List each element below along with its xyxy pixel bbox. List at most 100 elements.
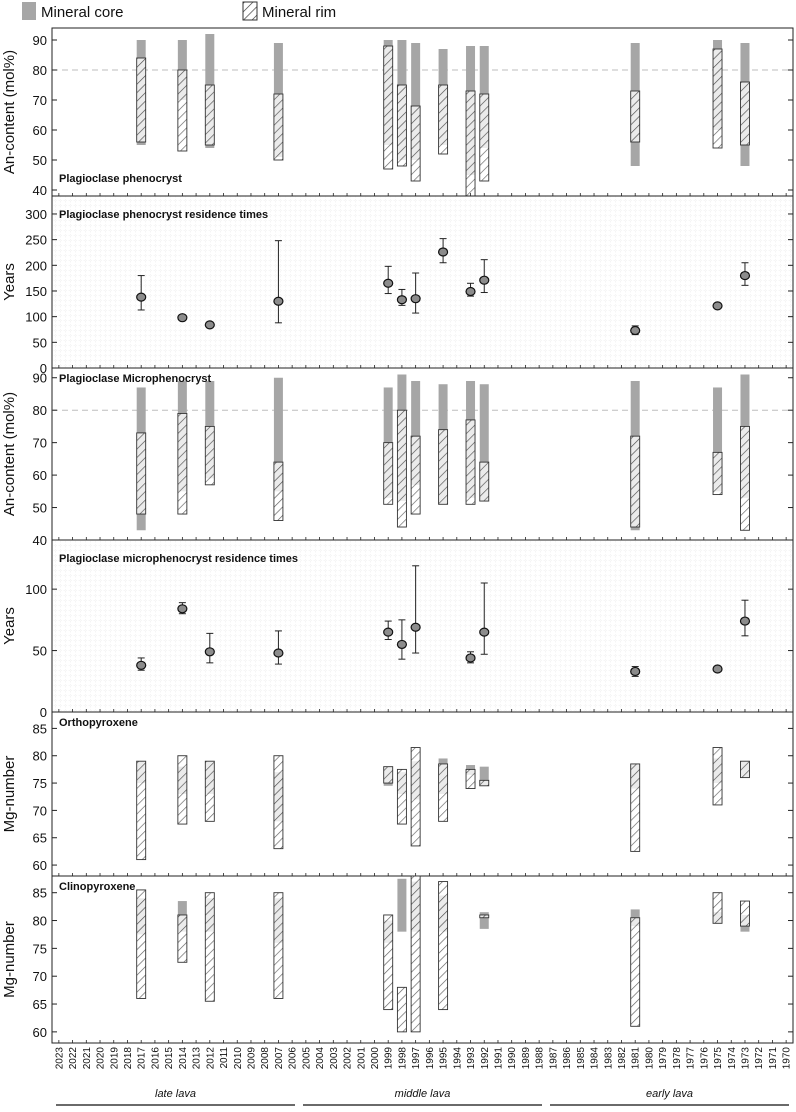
xtick-label: 1998 xyxy=(397,1047,408,1070)
rim-bar xyxy=(740,81,750,146)
xtick-label: 1996 xyxy=(425,1047,436,1070)
xtick-label: 1989 xyxy=(521,1047,532,1070)
xtick-label: 2023 xyxy=(54,1047,65,1070)
x-axis: 2023 2022 2021 2020 2019 2018 2017 2016 2015 2014… xyxy=(54,1047,793,1106)
y-axis-label: Years xyxy=(1,263,18,301)
data-point xyxy=(136,660,147,670)
xtick-label: 2001 xyxy=(356,1047,367,1070)
data-point xyxy=(204,320,215,330)
legend-rim-swatch xyxy=(242,1,258,21)
data-point xyxy=(383,627,394,637)
data-point xyxy=(273,648,284,658)
ytick-label: 300 xyxy=(25,207,47,222)
data-point xyxy=(739,616,751,626)
legend: Mineral core Mineral rim xyxy=(22,1,336,21)
ytick-label: 60 xyxy=(33,1025,47,1040)
ytick-label: 60 xyxy=(33,123,47,138)
y-axis-label: An-content (mol%) xyxy=(1,392,18,516)
ytick-label: 0 xyxy=(40,705,47,720)
core-bar xyxy=(397,878,407,932)
rim-bar xyxy=(479,461,490,502)
xtick-label: 2013 xyxy=(192,1047,203,1070)
xtick-label: 2009 xyxy=(246,1047,257,1070)
plot-frame xyxy=(51,367,794,541)
plot-frame xyxy=(51,27,794,197)
xtick-label: 1980 xyxy=(644,1047,655,1070)
ytick-label: 100 xyxy=(25,582,47,597)
xtick-label: 1976 xyxy=(699,1047,710,1070)
ytick-label: 50 xyxy=(33,501,47,516)
ytick-label: 60 xyxy=(33,468,47,483)
ytick-label: 80 xyxy=(33,63,47,78)
rim-bar xyxy=(396,986,407,1033)
rim-bar xyxy=(740,425,750,531)
rim-bar xyxy=(438,881,449,1011)
ytick-label: 150 xyxy=(25,284,47,299)
panel-6: 60 65 70 75 80 85 Mg-number Clinopyroxene xyxy=(1,875,794,1044)
rim-bar xyxy=(465,90,476,197)
xtick-label: 1987 xyxy=(548,1047,559,1070)
plot-grid xyxy=(52,196,793,368)
rim-bar xyxy=(383,766,394,784)
ytick-label: 80 xyxy=(33,403,47,418)
rim-bar xyxy=(630,435,641,528)
ytick-label: 0 xyxy=(40,361,47,376)
y-axis-label: Mg-number xyxy=(1,756,18,833)
panel-2: 0 50 100 150 200 250 300 Years Plagioclase pheno… xyxy=(1,195,794,376)
panel-title: Plagioclase phenocryst residence times xyxy=(59,209,268,221)
rim-bar xyxy=(712,892,723,924)
xtick-label: 1971 xyxy=(768,1047,779,1070)
panel-4: 0 50 100 Years Plagioclase microphenocryst r… xyxy=(1,539,794,720)
ytick-label: 65 xyxy=(33,831,47,846)
xtick-label: 2005 xyxy=(301,1047,312,1070)
rim-bar xyxy=(383,45,394,170)
rim-bar xyxy=(630,90,641,143)
panels: 40 50 60 70 80 90 An-content (mol%) Plagioclase… xyxy=(1,27,794,1044)
xtick-label: 2015 xyxy=(164,1047,175,1070)
ytick-label: 75 xyxy=(33,941,47,956)
panel-title: Clinopyroxene xyxy=(59,881,135,893)
era-label: middle lava xyxy=(395,1088,451,1100)
data-point xyxy=(712,301,723,311)
rim-bar xyxy=(479,914,490,919)
data-point xyxy=(410,294,421,304)
xtick-label: 1994 xyxy=(452,1047,463,1070)
data-point xyxy=(437,247,449,257)
rim-bar xyxy=(273,892,284,999)
xtick-label: 2007 xyxy=(274,1047,285,1070)
data-point xyxy=(383,278,394,288)
core-bar xyxy=(479,912,489,929)
xtick-label: 1992 xyxy=(480,1047,491,1070)
ytick-label: 85 xyxy=(33,886,47,901)
rim-bar xyxy=(396,84,407,167)
plot-grid xyxy=(52,540,793,712)
data-point xyxy=(273,296,284,306)
data-point xyxy=(479,627,490,637)
rim-bar xyxy=(396,409,407,528)
xtick-label: 2002 xyxy=(343,1047,354,1070)
xtick-label: 2016 xyxy=(150,1047,161,1070)
y-axis-label: Years xyxy=(1,607,18,645)
rim-bar xyxy=(177,755,188,825)
xtick-label: 1999 xyxy=(384,1047,395,1070)
ytick-label: 70 xyxy=(33,969,47,984)
panel-5: 60 65 70 75 80 85 Mg-number Orthopyroxene xyxy=(1,711,794,877)
xtick-label: 1991 xyxy=(493,1047,504,1070)
rim-bar xyxy=(630,917,641,1027)
ytick-label: 70 xyxy=(33,93,47,108)
plot-frame xyxy=(51,875,794,1044)
xtick-label: 2018 xyxy=(123,1047,134,1070)
xtick-label: 1979 xyxy=(658,1047,669,1070)
data-point xyxy=(712,664,723,674)
ytick-label: 200 xyxy=(25,258,47,273)
xtick-label: 1970 xyxy=(782,1047,793,1070)
rim-bar xyxy=(438,84,449,155)
rim-bar xyxy=(465,768,476,789)
xtick-label: 2021 xyxy=(82,1047,93,1070)
panel-1: 40 50 60 70 80 90 An-content (mol%) Plagioclase… xyxy=(1,27,794,198)
xtick-label: 2008 xyxy=(260,1047,271,1070)
xtick-label: 1977 xyxy=(686,1047,697,1070)
era-label: late lava xyxy=(155,1088,196,1100)
xtick-label: 1990 xyxy=(507,1047,518,1070)
